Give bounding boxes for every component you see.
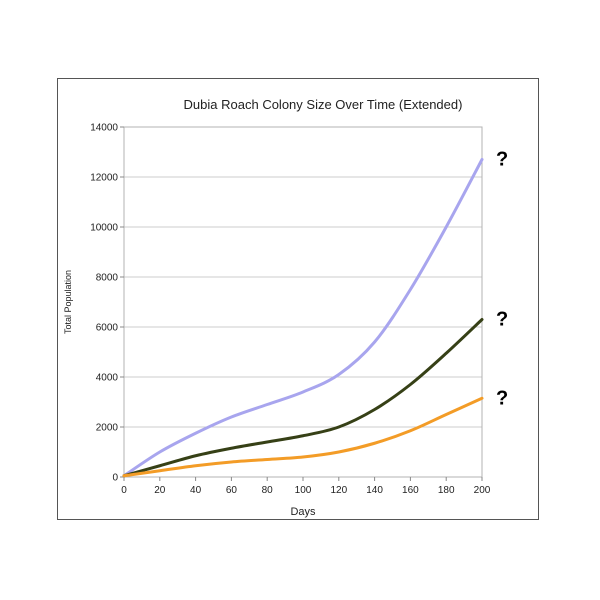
chart-title: Dubia Roach Colony Size Over Time (Exten… [184, 97, 463, 112]
y-tick-label: 10000 [90, 223, 118, 234]
plot-border [123, 126, 483, 478]
end-marker-2: ? [496, 309, 508, 331]
line-chart: Dubia Roach Colony Size Over Time (Exten… [63, 97, 508, 518]
end-markers: ??? [496, 149, 508, 410]
y-tick-label: 4000 [96, 373, 119, 384]
x-tick-labels: 0 20 40 60 80 100 120 140 160 180 200 [121, 485, 491, 496]
y-tick-label: 6000 [96, 323, 119, 334]
x-tick-label: 180 [438, 485, 455, 496]
x-tick-label: 100 [295, 485, 312, 496]
series-line-3 [122, 396, 484, 478]
end-marker-1: ? [496, 149, 508, 171]
x-tick-label: 120 [330, 485, 347, 496]
y-tick-label: 0 [112, 473, 118, 484]
x-tick-label: 140 [366, 485, 383, 496]
x-tick-label: 0 [121, 485, 127, 496]
x-axis-title: Days [290, 506, 316, 518]
y-tick-labels: 0 2000 4000 6000 8000 10000 12000 14000 [90, 123, 118, 484]
x-tick-label: 40 [190, 485, 202, 496]
x-tick-label: 160 [402, 485, 419, 496]
y-tick-label: 12000 [90, 173, 118, 184]
chart-frame: Dubia Roach Colony Size Over Time (Exten… [57, 78, 539, 520]
x-tick-label: 80 [262, 485, 274, 496]
x-tick-label: 60 [226, 485, 238, 496]
series-line-1 [122, 158, 484, 478]
x-tick-label: 20 [154, 485, 166, 496]
y-tick-label: 2000 [96, 423, 119, 434]
y-axis-title: Total Population [63, 270, 73, 334]
series-line-2 [122, 318, 484, 478]
series-lines [122, 158, 484, 478]
grid [124, 126, 482, 478]
y-tick-label: 14000 [90, 123, 118, 134]
x-tick-label: 200 [474, 485, 491, 496]
y-tick-label: 8000 [96, 273, 119, 284]
axes [120, 126, 483, 481]
end-marker-3: ? [496, 387, 508, 409]
